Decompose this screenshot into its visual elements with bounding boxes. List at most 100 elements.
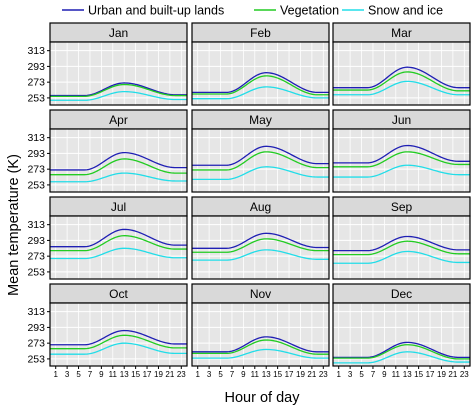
panel-title: Dec xyxy=(391,287,412,301)
x-tick-label: 11 xyxy=(251,370,260,379)
legend: Urban and built-up lands Vegetation Snow a… xyxy=(62,4,443,18)
legend-label: Urban and built-up lands xyxy=(88,4,224,18)
panel-title: Nov xyxy=(250,287,271,301)
series-line xyxy=(192,336,329,353)
series-line xyxy=(333,66,470,89)
x-tick-label: 21 xyxy=(307,370,316,379)
x-tick-label: 21 xyxy=(448,370,457,379)
y-tick-label: 273 xyxy=(27,251,45,263)
panel-background xyxy=(192,303,329,366)
panel-background xyxy=(50,129,187,192)
panel-frame xyxy=(332,215,471,280)
series-line xyxy=(192,238,329,253)
x-tick-label: 23 xyxy=(460,370,469,379)
y-tick-label: 313 xyxy=(27,219,45,231)
series-line xyxy=(333,341,470,358)
panel-frame xyxy=(49,128,188,193)
series-line xyxy=(192,232,329,249)
y-tick-label: 253 xyxy=(27,353,45,365)
panel-frame xyxy=(332,41,471,106)
series-line xyxy=(50,151,187,171)
panel-title: Sep xyxy=(391,200,413,214)
series-line xyxy=(50,247,187,260)
panel-title: Feb xyxy=(250,26,271,40)
x-tick-label: 13 xyxy=(120,370,129,379)
x-tick-label: 3 xyxy=(65,370,70,379)
series-line xyxy=(333,144,470,164)
panel-frame xyxy=(191,41,330,106)
x-tick-label: 5 xyxy=(359,370,364,379)
x-tick-label: 15 xyxy=(131,370,140,379)
x-tick-label: 19 xyxy=(437,370,446,379)
series-line xyxy=(333,71,470,92)
series-line xyxy=(192,151,329,171)
x-tick-label: 19 xyxy=(296,370,305,379)
y-tick-label: 273 xyxy=(27,164,45,176)
series-line xyxy=(333,235,470,252)
panel-title: Jan xyxy=(109,26,128,40)
panel-background xyxy=(192,216,329,279)
x-tick-label: 11 xyxy=(109,370,118,379)
panel-title: Oct xyxy=(109,287,128,301)
series-line xyxy=(333,351,470,364)
panel-jul: Jul 253 273 293 313 xyxy=(27,196,188,280)
series-line xyxy=(192,348,329,359)
panel-frame xyxy=(49,41,188,106)
series-line xyxy=(333,80,470,96)
x-tick-label: 5 xyxy=(76,370,81,379)
panel-background xyxy=(192,129,329,192)
y-tick-label: 253 xyxy=(27,92,45,104)
panel-title: Jun xyxy=(392,113,411,127)
panel-title: Jul xyxy=(111,200,126,214)
y-tick-label: 293 xyxy=(27,322,45,334)
x-tick-label: 13 xyxy=(262,370,271,379)
series-line xyxy=(50,82,187,97)
x-tick-label: 1 xyxy=(53,370,58,379)
x-tick-label: 17 xyxy=(426,370,435,379)
x-tick-label: 23 xyxy=(177,370,186,379)
y-tick-label: 273 xyxy=(27,338,45,350)
series-line xyxy=(50,83,187,97)
x-tick-label: 13 xyxy=(403,370,412,379)
series-line xyxy=(333,240,470,256)
panel-title: May xyxy=(249,113,272,127)
series-line xyxy=(50,329,187,346)
y-tick-label: 313 xyxy=(27,132,45,144)
x-tick-label: 1 xyxy=(195,370,200,379)
panel-jan: Jan 253 273 293 313 xyxy=(27,22,188,106)
series-line xyxy=(192,145,329,166)
y-tick-label: 313 xyxy=(27,45,45,57)
panel-frame xyxy=(49,302,188,367)
y-tick-label: 293 xyxy=(27,148,45,160)
panel-jun: Jun xyxy=(332,109,471,193)
series-line xyxy=(333,344,470,360)
panel-frame xyxy=(191,215,330,280)
series-line xyxy=(50,342,187,355)
series-line xyxy=(50,235,187,252)
x-tick-label: 5 xyxy=(218,370,223,379)
panel-background xyxy=(50,303,187,366)
x-tick-label: 1 xyxy=(336,370,341,379)
panel-background xyxy=(333,129,470,192)
y-axis-label: Mean temperature (K) xyxy=(6,154,22,296)
y-tick-label: 253 xyxy=(27,179,45,191)
legend-label: Vegetation xyxy=(280,4,339,18)
series-line xyxy=(192,249,329,261)
panel-title: Apr xyxy=(109,113,128,127)
x-tick-label: 9 xyxy=(382,370,387,379)
x-tick-label: 15 xyxy=(273,370,282,379)
panel-mar: Mar xyxy=(332,22,471,106)
panel-frame xyxy=(332,128,471,193)
x-tick-label: 7 xyxy=(230,370,235,379)
panel-background xyxy=(333,216,470,279)
x-tick-label: 19 xyxy=(154,370,163,379)
panel-frame xyxy=(332,302,471,367)
series-line xyxy=(192,72,329,94)
y-tick-label: 313 xyxy=(27,306,45,318)
x-tick-label: 11 xyxy=(392,370,401,379)
series-line xyxy=(333,151,470,168)
y-tick-label: 273 xyxy=(27,77,45,89)
series-line xyxy=(50,228,187,248)
panel-frame xyxy=(191,302,330,367)
